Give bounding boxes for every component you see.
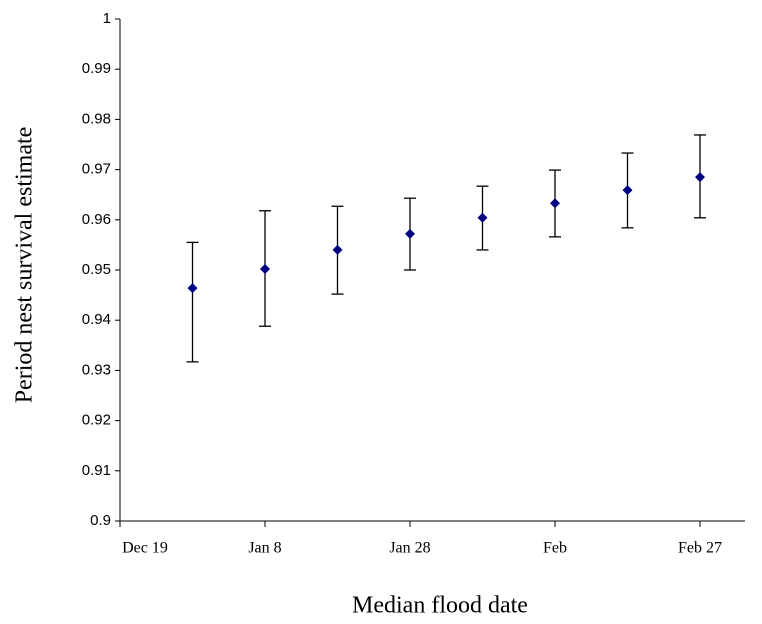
y-tick-label: 0.96 — [82, 211, 111, 228]
x-tick-label: Dec 19 — [122, 540, 168, 557]
point — [695, 172, 705, 183]
y-tick-label: 0.99 — [82, 60, 111, 77]
error-bar — [186, 241, 199, 363]
point — [260, 263, 270, 274]
point — [405, 228, 415, 239]
y-tick-label: 0.91 — [82, 462, 111, 479]
y-tick-label: 0.93 — [82, 361, 111, 378]
y-tick-label: 0.9 — [90, 512, 111, 529]
y-tick-label: 0.95 — [82, 261, 111, 278]
point — [332, 244, 343, 255]
x-tick-label: Jan 8 — [248, 540, 281, 557]
x-tick-label: Feb 27 — [678, 540, 722, 557]
y-tick-label: 0.92 — [82, 412, 111, 429]
y-axis-title: Period nest survival estimate — [12, 127, 38, 404]
point — [477, 212, 488, 223]
x-tick-label: Jan 28 — [389, 540, 430, 557]
y-tick-label: 0.94 — [82, 311, 111, 328]
point — [187, 283, 198, 294]
y-tick-label: 0.97 — [82, 161, 111, 178]
point — [550, 198, 560, 209]
y-tick-label: 1 — [103, 10, 111, 27]
y-tick-label: 0.98 — [82, 110, 111, 127]
x-axis-title: Median flood date — [352, 593, 528, 619]
point — [622, 185, 633, 196]
x-tick-label: Feb — [543, 540, 567, 557]
